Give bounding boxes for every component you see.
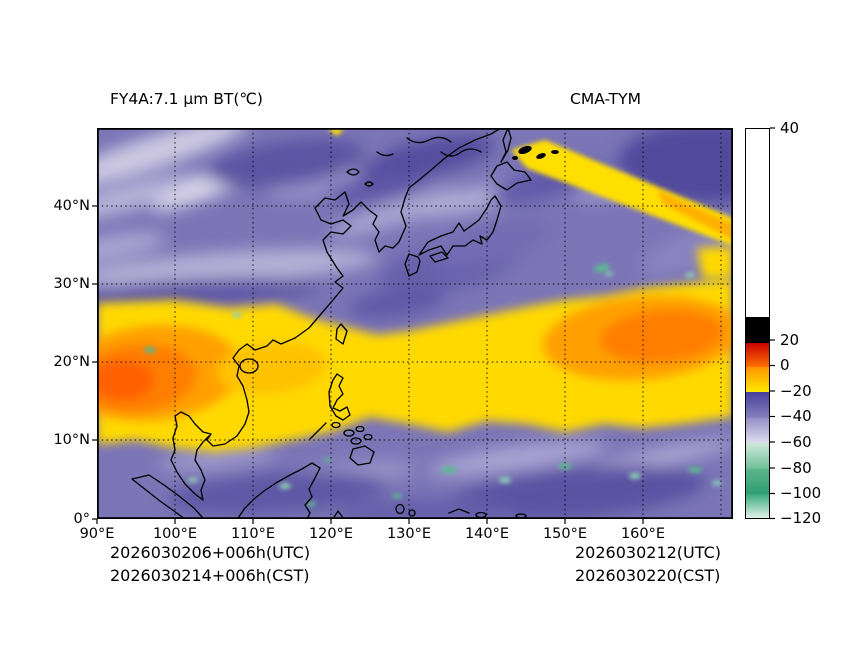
timestamp-left-cst: 2026030214+006h(CST) xyxy=(110,566,310,585)
timestamp-right-cst: 2026030220(CST) xyxy=(575,566,721,585)
y-tick-label: 40°N xyxy=(53,198,90,214)
colorbar-tick-label: −100 xyxy=(780,484,822,502)
colorbar xyxy=(745,128,770,519)
colorbar-tick-label: −120 xyxy=(780,509,822,527)
x-tick-label: 100°E xyxy=(152,526,198,542)
timestamp-right-utc: 2026030212(UTC) xyxy=(575,543,721,562)
colorbar-tick-label: 40 xyxy=(780,119,800,137)
plot-title-left: FY4A:7.1 μm BT(℃) xyxy=(110,90,263,108)
colorbar-tick-label: −20 xyxy=(780,382,812,400)
colorbar-tick-label: −40 xyxy=(780,407,812,425)
x-tick-label: 140°E xyxy=(464,526,510,542)
map-image xyxy=(97,128,733,519)
x-tick-label: 120°E xyxy=(308,526,354,542)
x-tick-label: 150°E xyxy=(542,526,588,542)
colorbar-tick-label: 20 xyxy=(780,331,800,349)
y-tick-label: 10°N xyxy=(53,432,90,448)
colorbar-tick-label: −60 xyxy=(780,433,812,451)
x-tick-label: 90°E xyxy=(79,526,115,542)
x-tick-label: 160°E xyxy=(620,526,666,542)
model-title: CMA-TYM xyxy=(570,90,641,108)
y-tick-label: 20°N xyxy=(53,354,90,370)
colorbar-tick-label: −80 xyxy=(780,459,812,477)
timestamp-left-utc: 2026030206+006h(UTC) xyxy=(110,543,311,562)
x-tick-label: 130°E xyxy=(386,526,432,542)
colorbar-tick-label: 0 xyxy=(780,356,790,374)
y-tick-label: 0° xyxy=(73,511,90,527)
x-tick-label: 110°E xyxy=(230,526,276,542)
y-tick-label: 30°N xyxy=(53,276,90,292)
